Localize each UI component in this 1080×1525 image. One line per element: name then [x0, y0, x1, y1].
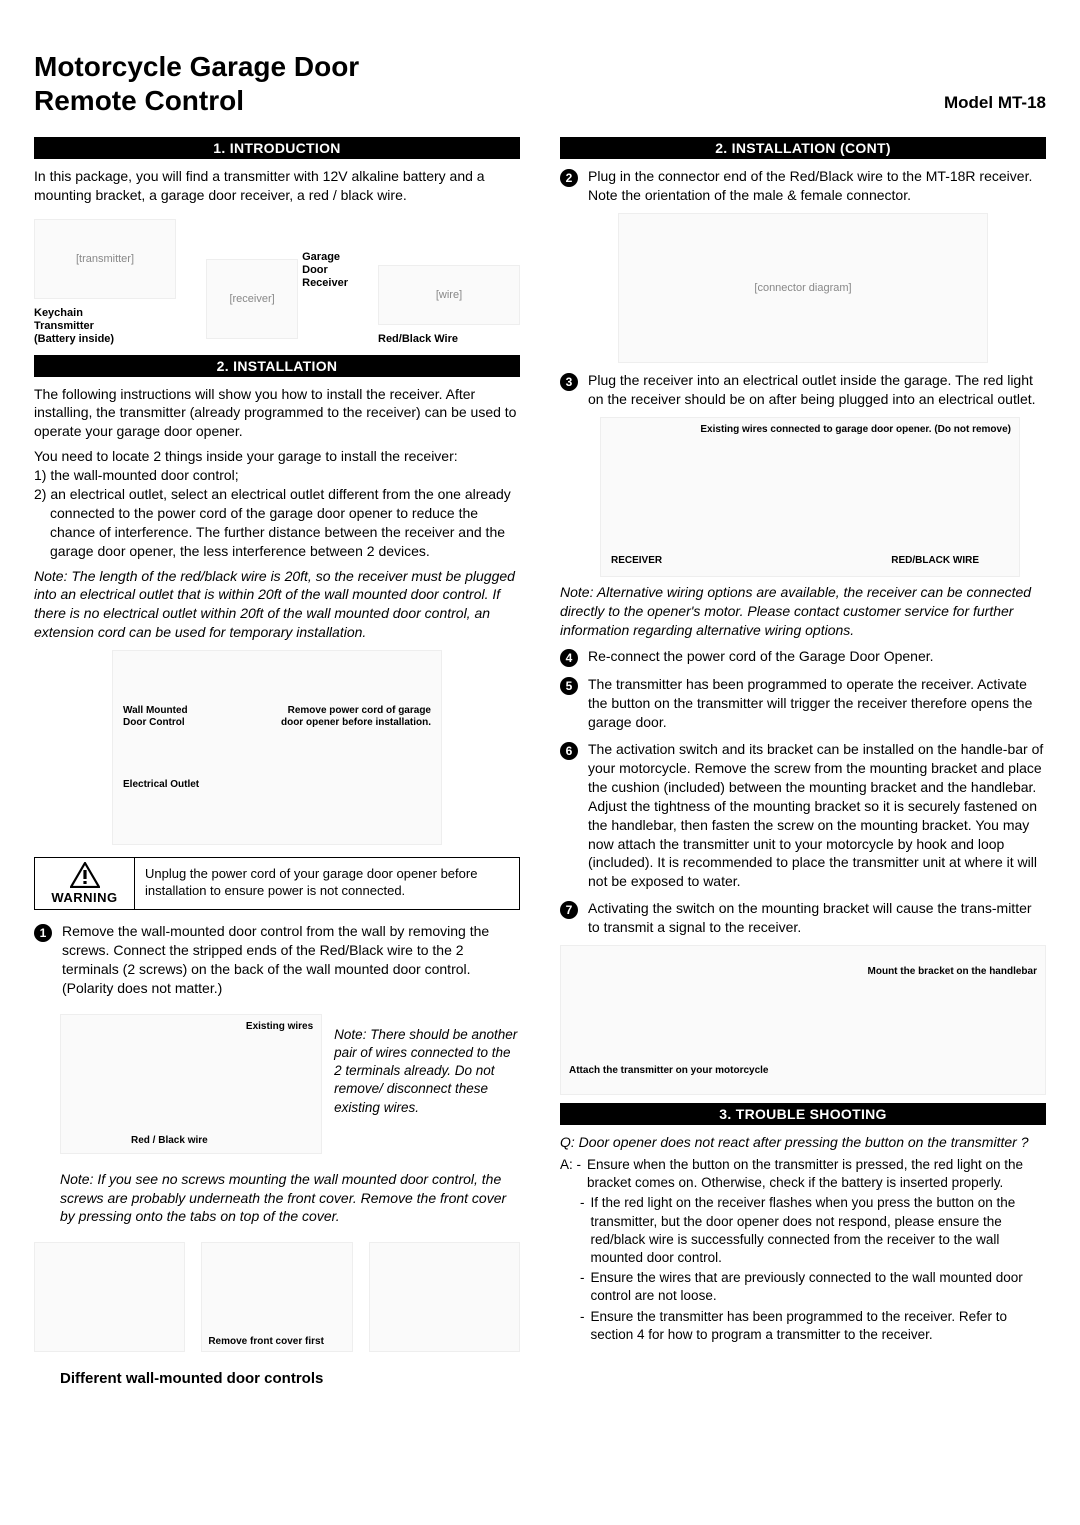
install-locate-2: 2) an electrical outlet, select an elect… [34, 485, 520, 561]
fig5-label-rx: RECEIVER [611, 555, 662, 566]
step-num-4: 4 [560, 649, 578, 667]
step-4: 4 Re-connect the power cord of the Garag… [560, 647, 1046, 667]
step-num-5: 5 [560, 677, 578, 695]
step-num-2: 2 [560, 169, 578, 187]
title-line-2: Remote Control [34, 84, 359, 118]
two-column-layout: 1. INTRODUCTION In this package, you wil… [34, 129, 1046, 1391]
step-2-text: Plug in the connector end of the Red/Bla… [588, 167, 1046, 205]
ts-a3-text: Ensure the wires that are previously con… [591, 1269, 1047, 1305]
step-1-text: Remove the wall-mounted door control fro… [62, 922, 520, 998]
fig6-label-attach: Attach the transmitter on your motorcycl… [569, 1065, 768, 1077]
ts-a3: - Ensure the wires that are previously c… [560, 1269, 1046, 1305]
ts-a2-text: If the red light on the receiver flashes… [591, 1194, 1047, 1267]
warning-box: WARNING Unplug the power cord of your ga… [34, 857, 520, 910]
fig5-label-existing: Existing wires connected to garage door … [700, 424, 1011, 436]
figure-wire-connect: Existing wires Red / Black wire Note: Th… [34, 1006, 520, 1162]
warning-icon [70, 862, 100, 888]
step-num-1: 1 [34, 924, 52, 942]
fig4-label: Remove front cover first [208, 1336, 324, 1348]
warning-text: Unplug the power cord of your garage doo… [135, 858, 519, 909]
fig2-label-outlet: Electrical Outlet [123, 779, 431, 791]
note-no-screws: Note: If you see no screws mounting the … [34, 1170, 520, 1227]
ts-a1-text: Ensure when the button on the transmitte… [587, 1156, 1046, 1192]
step-3-text: Plug the receiver into an electrical out… [588, 371, 1046, 409]
figure-wire-connect-art: Existing wires Red / Black wire [60, 1014, 322, 1154]
fig4-b: Remove front cover first [201, 1242, 352, 1352]
model-number: Model MT-18 [944, 93, 1046, 117]
step-7: 7 Activating the switch on the mounting … [560, 899, 1046, 937]
fig2-label-remove: Remove power cord of garage door opener … [281, 705, 431, 729]
step-7-text: Activating the switch on the mounting br… [588, 899, 1046, 937]
ts-a4-text: Ensure the transmitter has been programm… [591, 1308, 1047, 1344]
figure-garage-diagram: Wall Mounted Door Control Remove power c… [112, 650, 442, 845]
step-5-text: The transmitter has been programmed to o… [588, 675, 1046, 732]
ts-a2: - If the red light on the receiver flash… [560, 1194, 1046, 1267]
fig4-c [369, 1242, 520, 1352]
title-block: Motorcycle Garage Door Remote Control [34, 50, 359, 117]
step-5: 5 The transmitter has been programmed to… [560, 675, 1046, 732]
ts-question: Q: Door opener does not react after pres… [560, 1133, 1046, 1152]
step-2: 2 Plug in the connector end of the Red/B… [560, 167, 1046, 205]
ts-a-prefix: A: - [560, 1156, 581, 1192]
fig2-label-wall: Wall Mounted Door Control [123, 705, 188, 729]
install-note-20ft: Note: The length of the red/black wire i… [34, 567, 520, 643]
ts-a1: A: - Ensure when the button on the trans… [560, 1156, 1046, 1192]
section-title-introduction: 1. INTRODUCTION [34, 137, 520, 159]
title-line-1: Motorcycle Garage Door [34, 50, 359, 84]
figure-package-items: [transmitter] Keychain Transmitter (Batt… [34, 211, 520, 347]
install-locate-intro: You need to locate 2 things inside your … [34, 447, 520, 466]
step-6: 6 The activation switch and its bracket … [560, 740, 1046, 891]
intro-paragraph: In this package, you will find a transmi… [34, 167, 520, 205]
warning-label: WARNING [51, 890, 117, 905]
fig6-label-mount: Mount the bracket on the handlebar [868, 966, 1037, 978]
install-para-1: The following instructions will show you… [34, 385, 520, 442]
step-6-text: The activation switch and its bracket ca… [588, 740, 1046, 891]
caption-transmitter: Keychain Transmitter (Battery inside) [34, 307, 176, 347]
ts-a4: - Ensure the transmitter has been progra… [560, 1308, 1046, 1344]
figure-receiver: [receiver] [206, 259, 298, 339]
step-num-3: 3 [560, 373, 578, 391]
section-title-troubleshooting: 3. TROUBLE SHOOTING [560, 1103, 1046, 1125]
left-column: 1. INTRODUCTION In this package, you wil… [34, 129, 520, 1391]
ts-answers: A: - Ensure when the button on the trans… [560, 1156, 1046, 1344]
step-3: 3 Plug the receiver into an electrical o… [560, 371, 1046, 409]
figure-motorcycle: Mount the bracket on the handlebar Attac… [560, 945, 1046, 1095]
step-num-6: 6 [560, 742, 578, 760]
step-1: 1 Remove the wall-mounted door control f… [34, 922, 520, 998]
fig4-a [34, 1242, 185, 1352]
step-4-text: Re-connect the power cord of the Garage … [588, 647, 1046, 667]
document-page: Motorcycle Garage Door Remote Control Mo… [0, 0, 1080, 1525]
fig3-label-existing: Existing wires [246, 1021, 313, 1033]
document-header: Motorcycle Garage Door Remote Control Mo… [34, 50, 1046, 117]
figure-different-controls: Remove front cover first [34, 1234, 520, 1360]
fig5-label-wire: RED/BLACK WIRE [891, 555, 979, 566]
caption-wire: Red/Black Wire [378, 333, 520, 346]
figure-transmitter: [transmitter] [34, 219, 176, 299]
fig3-side-note: Note: There should be another pair of wi… [334, 1006, 520, 1162]
fig3-label-redblack: Red / Black wire [131, 1135, 208, 1147]
figure-plugin: Existing wires connected to garage door … [600, 417, 1020, 577]
caption-receiver: Garage Door Receiver [302, 251, 348, 291]
section-title-installation-cont: 2. INSTALLATION (CONT) [560, 137, 1046, 159]
fig4-caption: Different wall-mounted door controls [34, 1370, 520, 1387]
figure-connector: [connector diagram] [618, 213, 988, 363]
install-locate-1: 1) the wall-mounted door control; [34, 466, 520, 485]
section-title-installation: 2. INSTALLATION [34, 355, 520, 377]
right-column: 2. INSTALLATION (CONT) 2 Plug in the con… [560, 129, 1046, 1391]
figure-wire: [wire] [378, 265, 520, 325]
step-num-7: 7 [560, 901, 578, 919]
warning-icon-cell: WARNING [35, 858, 135, 909]
note-alt-wiring: Note: Alternative wiring options are ava… [560, 583, 1046, 640]
